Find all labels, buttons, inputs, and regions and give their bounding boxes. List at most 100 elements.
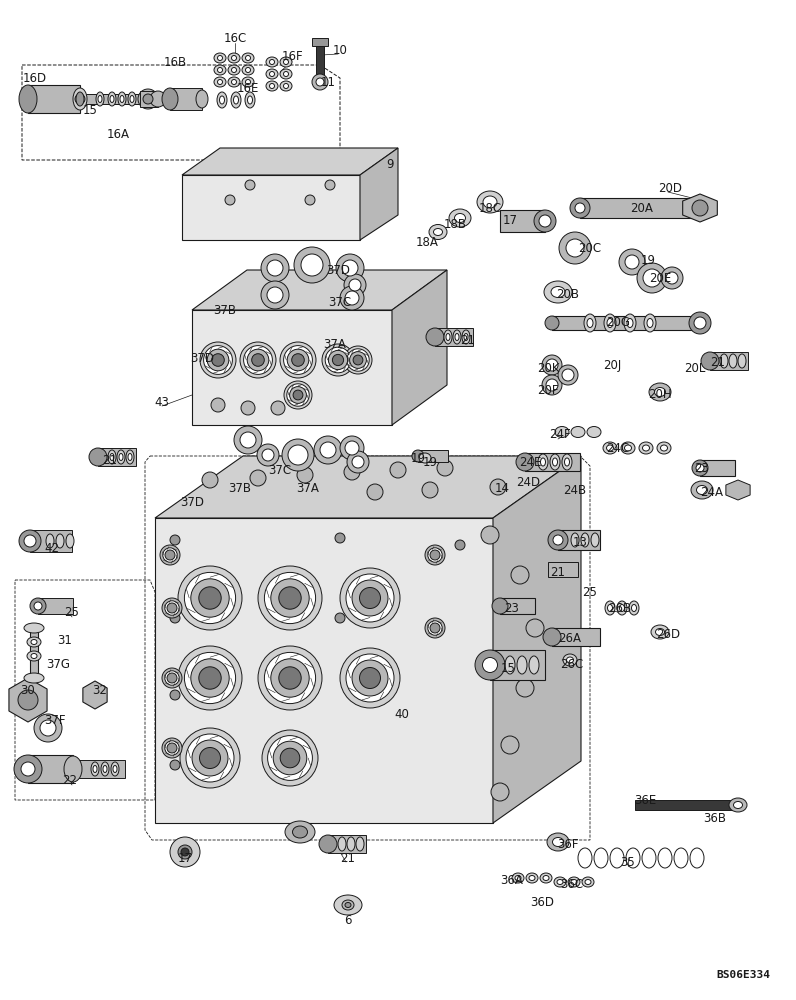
Circle shape <box>666 272 678 284</box>
Circle shape <box>346 654 394 702</box>
Circle shape <box>335 533 345 543</box>
Ellipse shape <box>547 833 569 851</box>
Ellipse shape <box>649 383 671 401</box>
Circle shape <box>234 426 262 454</box>
Ellipse shape <box>270 60 275 64</box>
Ellipse shape <box>242 77 254 87</box>
Ellipse shape <box>587 318 593 328</box>
Circle shape <box>345 291 359 305</box>
Ellipse shape <box>280 57 292 67</box>
Text: 19: 19 <box>423 456 438 468</box>
Ellipse shape <box>567 657 573 663</box>
Text: 31: 31 <box>57 634 72 647</box>
Circle shape <box>637 263 667 293</box>
Text: 36C: 36C <box>560 879 583 892</box>
Text: 36F: 36F <box>557 838 579 852</box>
Ellipse shape <box>270 72 275 77</box>
Text: 20H: 20H <box>648 388 672 401</box>
Bar <box>28 755 73 783</box>
Text: 26B: 26B <box>608 601 631 614</box>
Ellipse shape <box>242 65 254 75</box>
Circle shape <box>264 572 315 624</box>
Polygon shape <box>9 678 47 722</box>
Circle shape <box>437 460 453 476</box>
Text: 23: 23 <box>505 601 520 614</box>
Circle shape <box>340 648 400 708</box>
Circle shape <box>430 623 440 633</box>
Ellipse shape <box>639 442 653 454</box>
Ellipse shape <box>228 65 240 75</box>
Ellipse shape <box>128 454 132 460</box>
Bar <box>312 38 328 46</box>
Ellipse shape <box>283 60 288 64</box>
Circle shape <box>271 401 285 415</box>
Bar <box>98 448 136 466</box>
Circle shape <box>245 180 255 190</box>
Ellipse shape <box>505 656 515 674</box>
Circle shape <box>165 741 179 755</box>
Circle shape <box>257 444 279 466</box>
Ellipse shape <box>642 445 650 451</box>
Circle shape <box>562 369 574 381</box>
Ellipse shape <box>545 316 559 330</box>
Circle shape <box>165 671 179 685</box>
Polygon shape <box>155 456 581 518</box>
Ellipse shape <box>581 533 589 547</box>
Ellipse shape <box>242 53 254 63</box>
Circle shape <box>425 618 445 638</box>
Text: 9: 9 <box>386 158 394 172</box>
Circle shape <box>258 566 322 630</box>
Ellipse shape <box>31 654 37 658</box>
Text: 42: 42 <box>45 542 60 554</box>
Text: 21: 21 <box>461 334 475 347</box>
Circle shape <box>344 274 366 296</box>
Text: 16D: 16D <box>23 72 47 85</box>
Ellipse shape <box>429 225 447 239</box>
Ellipse shape <box>245 55 251 60</box>
Circle shape <box>202 472 218 488</box>
Text: 18C: 18C <box>478 202 501 215</box>
Ellipse shape <box>563 654 577 666</box>
Ellipse shape <box>529 656 539 674</box>
Circle shape <box>284 381 312 409</box>
Ellipse shape <box>285 821 315 843</box>
Ellipse shape <box>266 81 278 91</box>
Circle shape <box>294 247 330 283</box>
Text: 20E: 20E <box>649 271 671 284</box>
Ellipse shape <box>73 88 87 110</box>
Text: 37D: 37D <box>180 495 204 508</box>
Circle shape <box>160 545 180 565</box>
Text: 16F: 16F <box>281 49 302 62</box>
Circle shape <box>542 375 562 395</box>
Ellipse shape <box>143 94 153 104</box>
Bar <box>80 94 140 104</box>
Circle shape <box>360 587 380 608</box>
Circle shape <box>316 78 324 86</box>
Text: 40: 40 <box>395 708 409 722</box>
Circle shape <box>200 342 236 378</box>
Circle shape <box>279 667 301 689</box>
Ellipse shape <box>342 900 354 910</box>
Circle shape <box>225 195 235 205</box>
Polygon shape <box>192 310 392 425</box>
Text: 25: 25 <box>583 585 598 598</box>
Text: 37D: 37D <box>326 263 350 276</box>
Ellipse shape <box>607 318 613 328</box>
Circle shape <box>287 384 309 406</box>
Circle shape <box>301 254 323 276</box>
Ellipse shape <box>477 191 503 213</box>
Circle shape <box>305 195 315 205</box>
Ellipse shape <box>475 650 505 680</box>
Ellipse shape <box>130 96 134 103</box>
Circle shape <box>40 720 56 736</box>
Ellipse shape <box>629 601 639 615</box>
Ellipse shape <box>455 334 459 340</box>
Circle shape <box>163 548 178 562</box>
Circle shape <box>619 249 645 275</box>
Ellipse shape <box>283 84 288 89</box>
Ellipse shape <box>607 445 614 451</box>
Ellipse shape <box>24 673 44 683</box>
Circle shape <box>643 269 661 287</box>
Circle shape <box>185 572 236 624</box>
Circle shape <box>204 346 232 374</box>
